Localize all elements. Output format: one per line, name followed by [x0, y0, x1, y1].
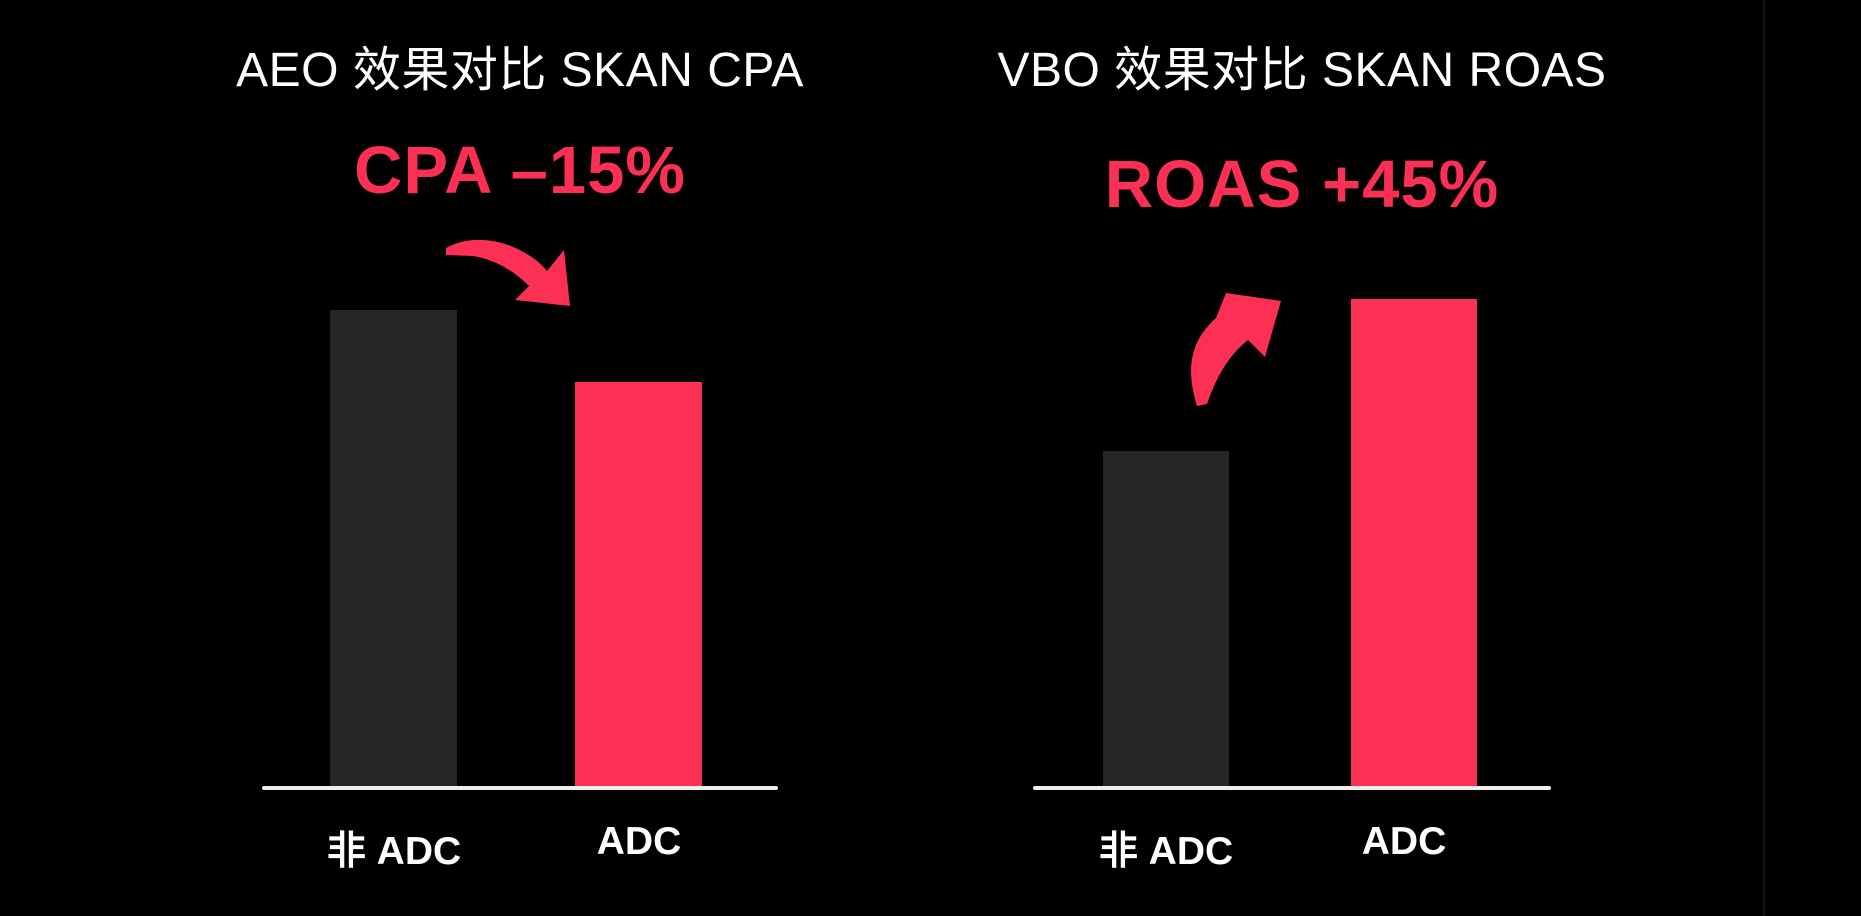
- stat-label-cpa: CPA –15%: [354, 133, 686, 208]
- plot-area-vbo: [1033, 288, 1551, 790]
- x-label-adc: ADC: [596, 820, 682, 863]
- bar-adc-roas: [1351, 299, 1477, 788]
- x-axis-line: [262, 786, 778, 790]
- plot-area-aeo: [262, 298, 778, 790]
- chart-panel-vbo-roas: VBO 效果对比 SKAN ROAS ROAS +45% 非 ADC ADC: [932, 0, 1672, 916]
- x-axis-line: [1033, 786, 1551, 790]
- x-label-adc: ADC: [1361, 820, 1447, 863]
- chart-title-aeo: AEO 效果对比 SKAN CPA: [236, 44, 804, 97]
- decrease-arrow-icon: [446, 239, 570, 306]
- bar-adc-cpa: [575, 382, 702, 788]
- chart-panel-aeo-cpa: AEO 效果对比 SKAN CPA CPA –15% 非 ADC ADC: [150, 0, 890, 916]
- chart-title-vbo: VBO 效果对比 SKAN ROAS: [997, 44, 1607, 97]
- increase-arrow-icon: [1191, 293, 1281, 406]
- vertical-divider-line: [1763, 0, 1765, 916]
- x-label-non-adc: 非 ADC: [1098, 830, 1234, 873]
- stat-label-roas: ROAS +45%: [1104, 147, 1500, 222]
- bar-non-adc-roas: [1103, 451, 1229, 788]
- bar-non-adc-cpa: [330, 310, 457, 788]
- x-label-non-adc: 非 ADC: [326, 830, 462, 873]
